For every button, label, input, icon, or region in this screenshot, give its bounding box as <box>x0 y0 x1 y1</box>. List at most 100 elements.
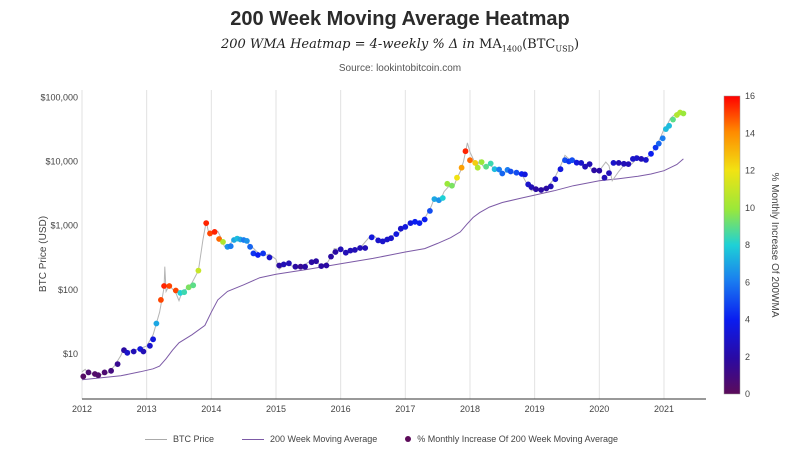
heat-dot[interactable] <box>467 157 473 164</box>
heat-dot[interactable] <box>101 369 108 376</box>
heat-dot[interactable] <box>528 184 535 191</box>
heat-dot[interactable] <box>195 267 202 274</box>
heat-dot[interactable] <box>397 225 404 232</box>
heat-dot[interactable] <box>547 183 554 190</box>
heat-dot[interactable] <box>427 208 433 214</box>
heat-dot[interactable] <box>655 140 662 147</box>
heat-dot[interactable] <box>328 253 334 260</box>
heat-dot[interactable] <box>596 167 603 174</box>
heat-dot[interactable] <box>538 187 544 193</box>
heat-dot[interactable] <box>483 163 489 170</box>
heat-dot[interactable] <box>412 218 418 225</box>
heat-dot[interactable] <box>352 247 358 253</box>
heat-dot[interactable] <box>462 148 469 155</box>
heat-dot[interactable] <box>347 247 354 254</box>
heat-dot[interactable] <box>292 263 299 270</box>
heat-dot[interactable] <box>416 220 423 227</box>
heat-dot[interactable] <box>318 263 325 269</box>
heat-dot[interactable] <box>379 238 386 245</box>
heat-dot[interactable] <box>158 297 164 303</box>
heat-dot[interactable] <box>255 252 261 258</box>
legend-item-btc[interactable]: BTC Price <box>145 434 214 444</box>
heat-dot[interactable] <box>323 262 330 269</box>
heat-dot[interactable] <box>578 160 585 166</box>
heat-dot[interactable] <box>439 195 446 201</box>
heat-dot[interactable] <box>190 282 197 289</box>
heat-dot[interactable] <box>543 185 550 192</box>
heat-dot[interactable] <box>80 373 87 380</box>
heat-dot[interactable] <box>458 164 465 171</box>
heat-dot[interactable] <box>266 254 273 261</box>
heat-dot[interactable] <box>638 156 645 162</box>
heat-dot[interactable] <box>659 135 666 142</box>
heat-dot[interactable] <box>522 171 528 178</box>
heat-dot[interactable] <box>166 283 173 289</box>
heat-dot[interactable] <box>533 186 539 193</box>
heat-dot[interactable] <box>591 167 597 174</box>
heat-dot[interactable] <box>478 159 485 166</box>
heat-dot[interactable] <box>513 169 520 176</box>
heat-dot[interactable] <box>313 258 319 265</box>
heat-dot[interactable] <box>573 159 580 166</box>
heat-dot[interactable] <box>472 160 479 166</box>
heat-dot[interactable] <box>680 110 687 117</box>
heat-dot[interactable] <box>280 261 287 268</box>
heat-dot[interactable] <box>496 166 502 173</box>
heat-dot[interactable] <box>454 174 460 181</box>
heat-dot[interactable] <box>172 287 179 294</box>
heat-dot[interactable] <box>569 157 575 164</box>
heat-dot[interactable] <box>220 239 226 245</box>
heat-dot[interactable] <box>260 250 266 257</box>
heat-dot[interactable] <box>407 220 414 227</box>
heat-dot[interactable] <box>615 160 622 166</box>
heat-dot[interactable] <box>586 161 593 168</box>
heat-dot[interactable] <box>625 161 632 168</box>
heat-dot[interactable] <box>108 367 114 374</box>
heat-dot[interactable] <box>666 122 672 129</box>
heat-dot[interactable] <box>124 349 131 356</box>
heat-dot[interactable] <box>302 263 308 270</box>
heat-dot[interactable] <box>140 348 147 355</box>
heat-dot[interactable] <box>342 249 349 256</box>
heat-dot[interactable] <box>150 336 157 343</box>
heat-dot[interactable] <box>250 250 257 257</box>
heat-dot[interactable] <box>444 180 451 187</box>
heat-dot[interactable] <box>244 238 250 244</box>
heat-dot[interactable] <box>153 320 160 327</box>
heat-dot[interactable] <box>286 260 292 267</box>
heat-dot[interactable] <box>507 168 514 175</box>
heat-dot[interactable] <box>357 245 363 251</box>
heat-dot[interactable] <box>449 182 455 189</box>
heat-dot[interactable] <box>308 259 315 266</box>
heat-dot[interactable] <box>276 262 283 269</box>
heat-dot[interactable] <box>185 284 192 291</box>
heat-dot[interactable] <box>375 237 382 244</box>
heat-dot[interactable] <box>247 243 254 250</box>
heat-dot[interactable] <box>402 224 409 230</box>
heat-dot[interactable] <box>181 289 188 296</box>
heat-dot[interactable] <box>499 170 506 177</box>
heat-dot[interactable] <box>85 369 92 376</box>
heat-dot[interactable] <box>652 144 659 151</box>
heat-dot[interactable] <box>393 231 400 238</box>
heat-dot[interactable] <box>130 348 137 355</box>
heat-dot[interactable] <box>161 283 168 289</box>
heat-dot[interactable] <box>207 230 213 237</box>
heat-dot[interactable] <box>95 372 102 379</box>
heat-dot[interactable] <box>203 220 210 227</box>
heat-dot[interactable] <box>114 361 121 367</box>
heat-dot[interactable] <box>582 163 588 170</box>
heat-dot[interactable] <box>388 235 394 242</box>
heat-dot[interactable] <box>491 166 498 173</box>
heat-dot[interactable] <box>211 229 218 235</box>
heat-dot[interactable] <box>421 216 428 223</box>
heat-dot[interactable] <box>552 176 559 183</box>
heat-dot[interactable] <box>431 196 438 203</box>
heat-dot[interactable] <box>621 160 627 167</box>
heat-dot[interactable] <box>337 246 344 253</box>
heat-dot[interactable] <box>557 166 564 173</box>
heat-dot[interactable] <box>227 243 234 250</box>
heat-dot[interactable] <box>606 170 612 177</box>
heat-dot[interactable] <box>643 157 649 163</box>
